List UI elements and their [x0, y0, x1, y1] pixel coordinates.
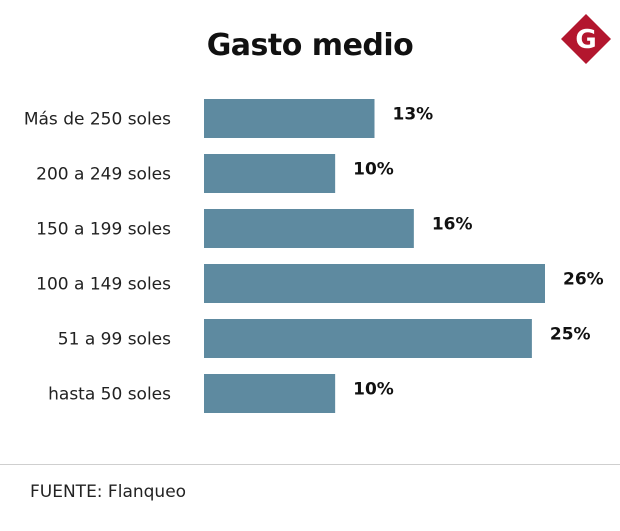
- value-label: 13%: [393, 105, 434, 125]
- footer-divider: [0, 464, 620, 465]
- category-label: hasta 50 soles: [48, 385, 171, 405]
- value-label: 16%: [432, 215, 473, 235]
- category-label: Más de 250 soles: [24, 110, 171, 130]
- bar: [204, 374, 336, 413]
- bar: [204, 154, 336, 193]
- bar: [204, 264, 545, 303]
- category-label: 150 a 199 soles: [36, 220, 171, 240]
- bar: [204, 209, 414, 248]
- category-label: 200 a 249 soles: [36, 165, 171, 185]
- logo-diamond: [561, 14, 611, 64]
- logo-letter: G: [575, 25, 596, 55]
- chart-title: Gasto medio: [206, 28, 414, 63]
- category-label: 51 a 99 soles: [58, 330, 171, 350]
- bar: [204, 99, 375, 138]
- value-label: 25%: [550, 325, 591, 345]
- source-note: FUENTE: Flanqueo: [30, 482, 187, 502]
- brand-logo-icon: G: [561, 14, 611, 64]
- bar-chart: Más de 250 soles 13% 200 a 249 soles 10% 150…: [24, 99, 604, 413]
- value-label: 10%: [353, 380, 394, 400]
- bar: [204, 319, 532, 358]
- category-label: 100 a 149 soles: [36, 275, 171, 295]
- value-label: 26%: [563, 270, 604, 290]
- value-label: 10%: [353, 160, 394, 180]
